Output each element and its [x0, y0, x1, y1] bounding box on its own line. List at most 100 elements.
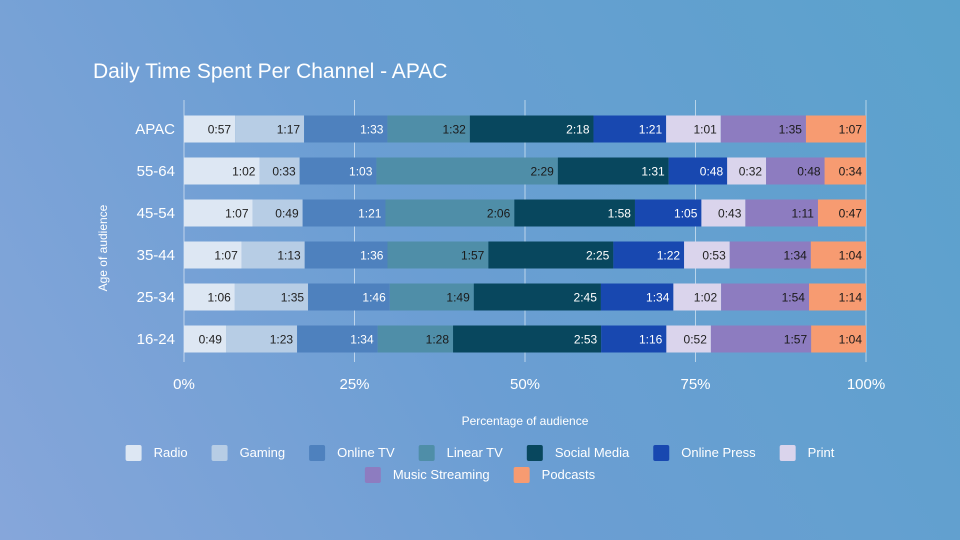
y-tick-label: 16-24	[137, 331, 175, 348]
y-tick-label: 45-54	[137, 205, 175, 222]
x-tick-label: 0%	[173, 376, 195, 393]
bar-segment	[824, 157, 866, 185]
bar-segment	[721, 283, 809, 311]
data-label: 2:25	[586, 249, 610, 263]
bar-segment	[666, 115, 721, 143]
bar-segment	[488, 241, 614, 269]
data-label: 1:34	[350, 333, 374, 347]
bar-segment	[184, 199, 253, 227]
bar-segment	[729, 241, 811, 269]
bar-segment	[666, 325, 711, 353]
legend-swatch	[309, 445, 326, 461]
bar-segment	[234, 283, 309, 311]
data-label: 1:35	[281, 291, 305, 305]
legend-swatch	[526, 445, 543, 461]
data-label: 0:52	[684, 333, 708, 347]
data-label: 1:46	[362, 291, 386, 305]
legend-label: Podcasts	[542, 467, 596, 482]
bar-segment	[235, 115, 305, 143]
bar-segment	[389, 283, 474, 311]
bar-segment	[184, 325, 226, 353]
legend-swatch	[125, 445, 142, 461]
bars-group: 0:57 1:17 1:33 1:32 2:18 1:21 1:01 1:35 1:07 1:02…	[184, 115, 866, 353]
bar-segment	[720, 115, 806, 143]
bar-segment	[377, 325, 454, 353]
bar-segment	[453, 325, 602, 353]
y-tick-labels: APAC 55-64 45-54 35-44 25-34 16-24	[135, 121, 175, 348]
x-tick-label: 75%	[680, 376, 710, 393]
legend-label: Online TV	[337, 445, 395, 460]
data-label: 1:33	[360, 123, 384, 137]
data-label: 1:13	[277, 249, 301, 263]
bar-segment	[600, 283, 674, 311]
data-label: 1:31	[641, 165, 665, 179]
data-label: 1:22	[657, 249, 681, 263]
bar-segment	[514, 199, 635, 227]
data-label: 1:04	[839, 249, 863, 263]
data-label: 1:32	[442, 123, 466, 137]
legend-swatch	[364, 467, 381, 483]
bar-segment	[634, 199, 702, 227]
x-axis-label: Percentage of audience	[462, 414, 589, 428]
legend-label: Online Press	[681, 445, 756, 460]
bar-segment	[766, 157, 825, 185]
bar-segment	[304, 241, 388, 269]
bar-segment	[668, 157, 728, 185]
data-label: 1:04	[839, 333, 863, 347]
data-label: 1:23	[270, 333, 294, 347]
bar-segment	[817, 199, 866, 227]
data-label: 0:53	[702, 249, 726, 263]
data-label: 2:45	[574, 291, 598, 305]
bar-segment	[225, 325, 298, 353]
bar-segment	[184, 241, 242, 269]
bar-segment	[184, 283, 235, 311]
data-label: 1:28	[426, 333, 450, 347]
data-label: 0:57	[208, 123, 232, 137]
legend-swatch	[653, 445, 670, 461]
data-label: 0:47	[839, 207, 863, 221]
data-label: 1:49	[446, 291, 470, 305]
data-label: 1:58	[608, 207, 632, 221]
bar-segment	[473, 283, 601, 311]
legend-label: Linear TV	[447, 445, 503, 460]
data-label: 1:02	[232, 165, 256, 179]
bar-segment	[557, 157, 669, 185]
data-label: 1:02	[694, 291, 718, 305]
legend-swatch	[779, 445, 796, 461]
data-label: 1:14	[839, 291, 863, 305]
data-label: 1:35	[779, 123, 803, 137]
bar-segment	[304, 115, 388, 143]
x-tick-labels: 0% 25% 50% 75% 100%	[173, 376, 885, 393]
bar-segment	[710, 325, 812, 353]
bar-segment	[601, 325, 667, 353]
grid-lines	[183, 100, 867, 362]
y-tick-label: 25-34	[137, 289, 175, 306]
data-label: 1:01	[693, 123, 717, 137]
bar-segment	[727, 157, 767, 185]
bar-segment	[252, 199, 303, 227]
bar-segment	[299, 157, 377, 185]
data-label: 2:18	[566, 123, 590, 137]
bar-segment	[673, 283, 722, 311]
data-label: 1:06	[208, 291, 232, 305]
x-tick-label: 25%	[339, 376, 369, 393]
bar-segment	[684, 241, 730, 269]
data-label: 2:53	[574, 333, 598, 347]
legend-label: Social Media	[555, 445, 630, 460]
data-label: 0:49	[275, 207, 299, 221]
y-axis-label: Age of audience	[96, 204, 110, 291]
bar-segment	[184, 157, 260, 185]
bar-segment	[810, 241, 866, 269]
bar-segment	[811, 325, 866, 353]
data-label: 0:34	[839, 165, 863, 179]
bar-segment	[387, 115, 470, 143]
data-label: 1:34	[646, 291, 670, 305]
data-label: 1:05	[674, 207, 698, 221]
data-label: 1:21	[358, 207, 382, 221]
data-label: 2:29	[530, 165, 554, 179]
legend-label: Print	[808, 445, 835, 460]
bar-segment	[308, 283, 390, 311]
x-tick-label: 100%	[847, 376, 885, 393]
y-tick-label: 55-64	[137, 163, 175, 180]
data-label: 0:33	[272, 165, 296, 179]
